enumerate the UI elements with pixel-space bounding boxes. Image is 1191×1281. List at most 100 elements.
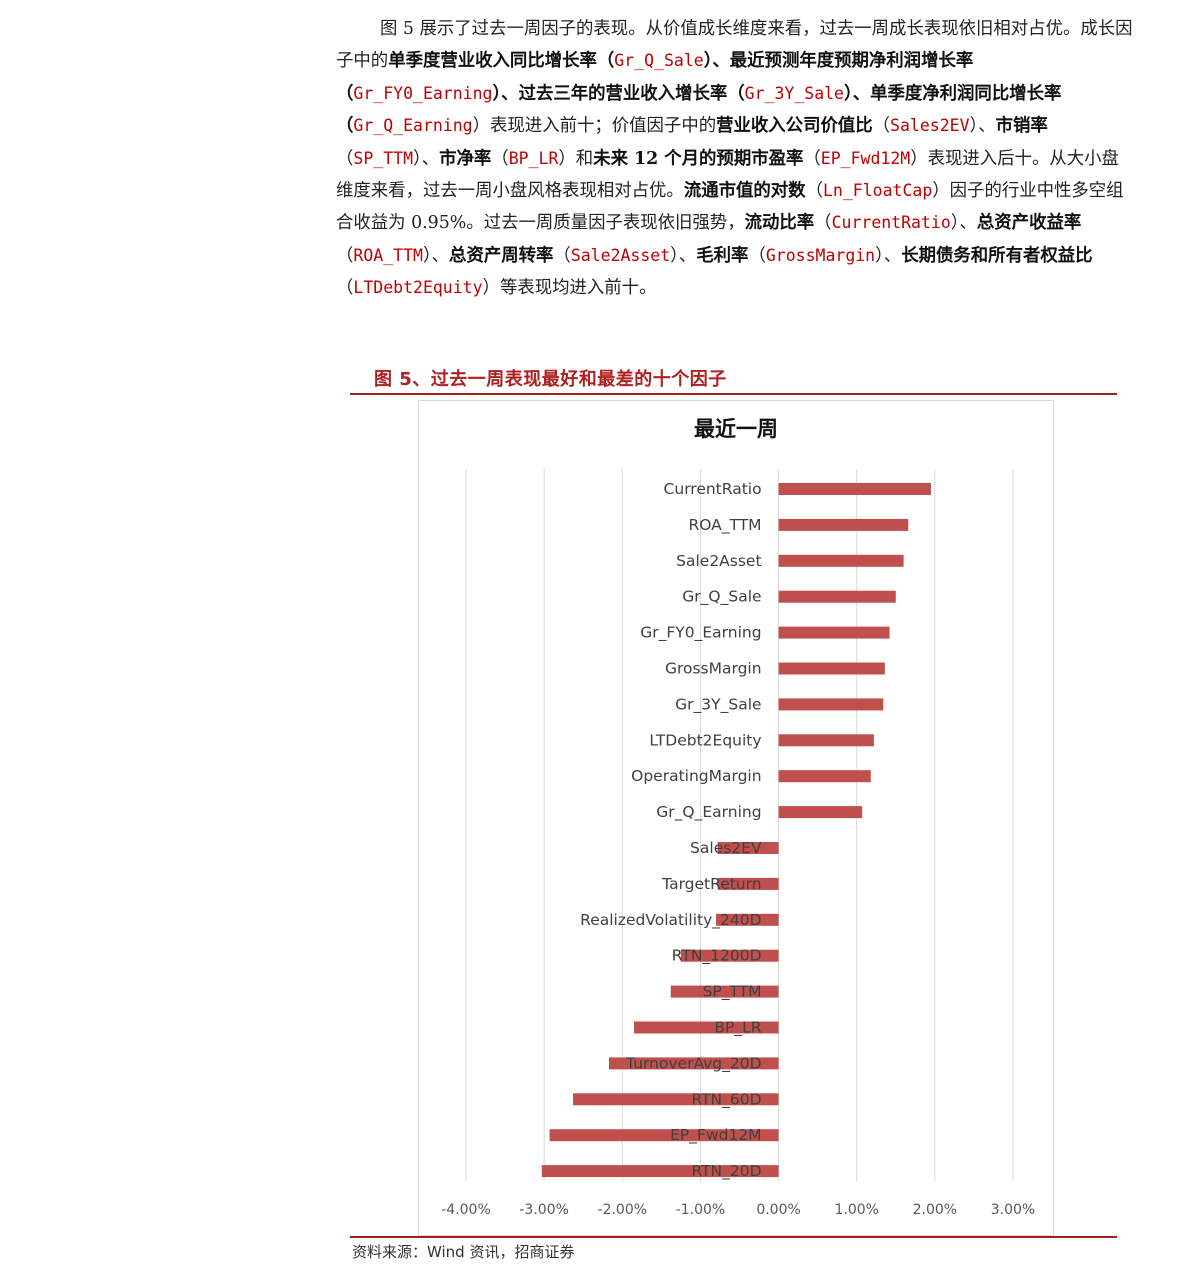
text-run: （ [805,181,823,202]
category-labels: CurrentRatio ROA_TTM Sale2Asset Gr_Q_Sale Gr… [580,480,762,1181]
body-paragraph: 图 5 展示了过去一周因子的表现。从价值成长维度来看，过去一周成长表现依旧相对占… [336,14,1136,305]
category-label: RTN_20D [691,1162,761,1181]
text-run: （ [336,148,354,169]
category-label: RTN_1200D [672,947,762,966]
factor-code: LTDebt2Equity [353,278,483,298]
factor-code: Ln_FloatCap [822,181,933,201]
category-label: EP_Fwd12M [670,1126,761,1145]
text-run: （ [336,245,354,266]
bar [778,483,931,495]
category-label: Sales2EV [690,839,762,857]
text-run: （ [491,148,509,169]
bold-run: 流动比率 [744,213,815,234]
factor-code: Gr_Q_Sale [614,51,704,71]
factor-code: Gr_Q_Earning [353,116,473,136]
figure-bottom-rule [350,1236,1117,1238]
bold-run: 流通市值的对数 [683,181,806,202]
factor-code: BP_LR [508,148,559,168]
text-run: （ [748,245,766,266]
figure-top-rule [350,393,1117,395]
chart-frame: 最近一周 CurrentRatio ROA_TTM Sale2Asset Gr_Q_S… [418,400,1054,1236]
text-run: （ [872,116,891,137]
text-run: （ [553,245,571,266]
bold-run: ）、过去三年的营业收入增长率（ [492,83,745,104]
bar [541,1165,779,1178]
bold-run: 市净率 [439,148,492,169]
category-label: SP_TTM [703,983,762,1002]
bar [609,1057,779,1070]
factor-code: EP_Fwd12M [820,148,911,168]
bar [778,626,890,639]
x-tick-label: 2.00% [913,1202,957,1218]
bold-run: 毛利率 [696,245,749,266]
bar [670,985,779,998]
text-run: （ [336,278,354,299]
bar [778,518,909,531]
category-label: RealizedVolatility_240D [580,911,762,930]
bar [778,554,904,567]
bold-run: 总资产收益率 [976,213,1082,234]
x-axis-ticks: -4.00% -3.00% -2.00% -1.00% 0.00% 1.00% 2.00% 3… [441,1202,1035,1218]
x-tick-label: 0.00% [756,1202,800,1218]
factor-code: Sales2EV [890,116,970,136]
bar [778,662,885,675]
factor-code: SP_TTM [353,148,414,168]
bar [717,842,779,854]
text-run: ）等表现均进入前十。 [482,278,657,299]
category-label: TargetReturn [661,875,761,893]
bar [680,949,779,962]
bar [778,806,863,819]
bold-run: ）、最近预测年度预期净利润增长率（ [336,51,974,104]
factor-code: GrossMargin [765,245,876,265]
factor-bar-chart: 最近一周 CurrentRatio ROA_TTM Sale2Asset Gr_Q_S… [441,417,1035,1218]
text-run: ）、 [413,148,440,169]
category-label: Gr_3Y_Sale [675,695,761,714]
bar [549,1129,779,1142]
bold-run: 长期债务和所有者权益比 [901,245,1093,266]
bar [778,770,871,783]
text-run: ）表现进入后十。从大小盘维度来看，过去一周小盘风格表现相对占优。 [336,148,1119,202]
category-label: TurnoverAvg_20D [625,1054,762,1073]
bar [634,1021,779,1034]
text-run: ）表现进入前十；价值因子中的 [472,116,717,137]
text-run: ）和 [558,148,594,169]
chart-title: 最近一周 [694,417,778,441]
factor-code: ROA_TTM [353,245,423,265]
bar [778,590,896,603]
bar [778,698,884,711]
source-note: 资料来源：Wind 资讯，招商证券 [352,1243,575,1261]
text-run: ）、 [969,116,996,137]
factor-code: Gr_FY0_Earning [353,83,493,103]
x-tick-label: 1.00% [834,1202,878,1218]
figure-title: 图 5、过去一周表现最好和最差的十个因子 [374,369,727,390]
bold-run: 单季度营业收入同比增长率（ [388,51,615,72]
category-label: GrossMargin [665,660,762,678]
factor-code: Sale2Asset [570,245,671,265]
x-tick-label: 3.00% [991,1202,1035,1218]
bold-run: 总资产周转率 [449,245,554,266]
text-run: ）因子的行业中性多空组合收益为 0.95%。过去一周质量因子表现依旧强势， [336,181,1124,234]
text-run: ）、 [422,245,450,266]
x-tick-label: -4.00% [441,1202,491,1218]
category-label: BP_LR [714,1019,761,1038]
text-run: ）、 [950,213,977,234]
bold-run: ）、单季度净利润同比增长率（ [336,83,1062,137]
category-label: Gr_Q_Earning [656,803,761,822]
text-run: （ [803,148,821,169]
factor-code: Gr_3Y_Sale [744,83,844,103]
category-label: Gr_Q_Sale [682,588,761,607]
category-label: CurrentRatio [664,480,762,498]
category-label: Gr_FY0_Earning [640,624,761,643]
category-label: LTDebt2Equity [649,731,761,749]
grid-lines [465,469,1014,1181]
text-run: （ [814,213,832,234]
bold-run: 营业收入公司价值比 [716,116,873,137]
x-tick-label: -2.00% [598,1202,648,1218]
category-label: ROA_TTM [688,516,761,535]
bar [717,877,779,890]
bold-run: 未来 12 个月的预期市盈率 [593,148,804,169]
text-run: 图 5 展示了过去一周因子的表现。从价值成长维度来看，过去一周成长表现依旧相对占… [336,19,1133,72]
bar [716,913,779,926]
bars [541,483,931,1178]
x-tick-label: -1.00% [676,1202,726,1218]
